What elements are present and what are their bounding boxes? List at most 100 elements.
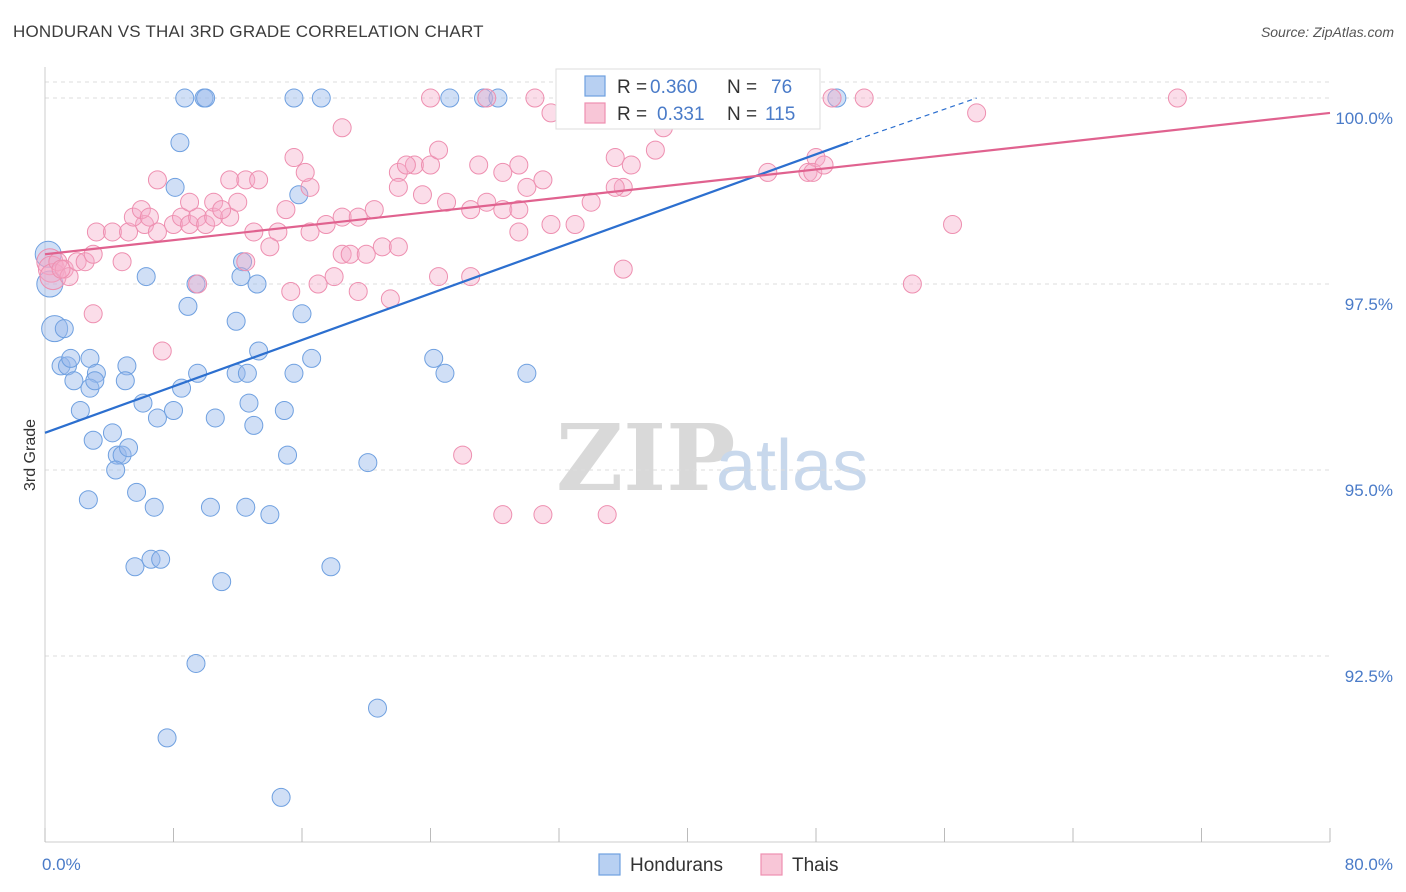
legend-r-value-hondurans: 0.360: [650, 77, 698, 98]
data-point: [175, 88, 195, 108]
data-point: [461, 200, 481, 220]
x-tick-label-min: 0.0%: [42, 855, 81, 874]
chart-title: HONDURAN VS THAI 3RD GRADE CORRELATION C…: [13, 22, 484, 41]
data-point: [231, 267, 251, 287]
data-point: [509, 222, 529, 242]
y-axis-title: 3rd Grade: [22, 419, 39, 491]
legend-n-label-hondurans: N =: [727, 77, 757, 98]
legend-n-label-thais: N =: [727, 104, 757, 125]
data-point: [106, 460, 126, 480]
data-point: [284, 148, 304, 168]
trend-lines: [44, 97, 1331, 434]
data-point: [67, 252, 87, 272]
data-point: [284, 363, 304, 383]
y-tick-label: 100.0%: [1335, 109, 1393, 128]
trend-line-hondurans: [44, 141, 849, 434]
data-point: [509, 155, 529, 175]
data-point: [147, 170, 167, 190]
data-point: [102, 423, 122, 443]
data-point: [188, 274, 208, 294]
data-point: [424, 348, 444, 368]
data-point: [141, 549, 161, 569]
data-point: [477, 88, 497, 108]
data-point: [565, 215, 585, 235]
data-point: [170, 133, 190, 153]
data-point: [854, 88, 874, 108]
legend-r-value-thais: 0.331: [657, 104, 705, 125]
data-point: [271, 787, 291, 807]
data-point: [117, 356, 137, 376]
y-tick-label: 95.0%: [1345, 481, 1393, 500]
data-point: [440, 88, 460, 108]
bottom-legend-swatch-thais: [760, 853, 783, 876]
data-point: [54, 319, 74, 339]
data-point: [188, 207, 208, 227]
data-point: [348, 281, 368, 301]
x-tick-label-max: 80.0%: [1345, 855, 1393, 874]
data-point: [453, 445, 473, 465]
data-point: [228, 192, 248, 212]
data-point: [212, 572, 232, 592]
data-point: [36, 270, 64, 298]
data-point: [488, 88, 508, 108]
data-point: [172, 207, 192, 227]
data-point: [131, 200, 151, 220]
data-point: [112, 252, 132, 272]
data-point: [284, 88, 304, 108]
data-point: [621, 155, 641, 175]
data-point: [300, 222, 320, 242]
data-point: [200, 497, 220, 517]
source-credit: Source: ZipAtlas.com: [1260, 24, 1394, 40]
data-point: [139, 207, 159, 227]
data-point: [172, 378, 192, 398]
data-point: [115, 371, 135, 391]
data-point: [75, 252, 95, 272]
data-point: [151, 549, 171, 569]
data-point: [83, 304, 103, 324]
legend-swatch-hondurans: [584, 75, 606, 97]
data-point: [822, 88, 842, 108]
data-point: [157, 728, 177, 748]
data-point: [144, 497, 164, 517]
y-tick-label: 92.5%: [1345, 667, 1393, 686]
series-legend: Hondurans Thais: [598, 853, 838, 876]
data-point: [237, 363, 257, 383]
legend-r-label-hondurans: R =: [617, 77, 647, 98]
series-thais: [36, 88, 1187, 525]
data-point: [597, 505, 617, 525]
data-point: [78, 490, 98, 510]
data-point: [404, 155, 424, 175]
data-point: [125, 557, 145, 577]
data-point: [247, 274, 267, 294]
axes: 92.5% 95.0% 97.5% 100.0% 0.0% 80.0%: [42, 67, 1393, 874]
watermark-atlas: atlas: [716, 426, 868, 506]
data-point: [388, 237, 408, 257]
data-point: [332, 118, 352, 138]
data-point: [412, 185, 432, 205]
watermark: ZIP atlas: [556, 404, 868, 512]
data-point: [517, 177, 537, 197]
data-point: [340, 244, 360, 264]
data-point: [196, 215, 216, 235]
data-point: [180, 215, 200, 235]
data-point: [803, 162, 823, 182]
legend-swatch-thais: [584, 102, 606, 124]
data-point: [477, 192, 497, 212]
bottom-legend-label-thais: Thais: [792, 855, 838, 876]
data-point: [493, 505, 513, 525]
data-point: [278, 445, 298, 465]
data-point: [372, 237, 392, 257]
data-point: [533, 505, 553, 525]
data-point: [493, 162, 513, 182]
data-point: [127, 482, 147, 502]
trend-line-extension-hondurans: [847, 97, 977, 144]
data-point: [152, 341, 172, 361]
data-point: [260, 505, 280, 525]
data-point: [348, 207, 368, 227]
data-point: [533, 170, 553, 190]
data-point: [308, 274, 328, 294]
data-point: [85, 371, 105, 391]
data-point: [107, 445, 127, 465]
bottom-legend-label-hondurans: Hondurans: [630, 855, 723, 876]
data-point: [274, 401, 294, 421]
